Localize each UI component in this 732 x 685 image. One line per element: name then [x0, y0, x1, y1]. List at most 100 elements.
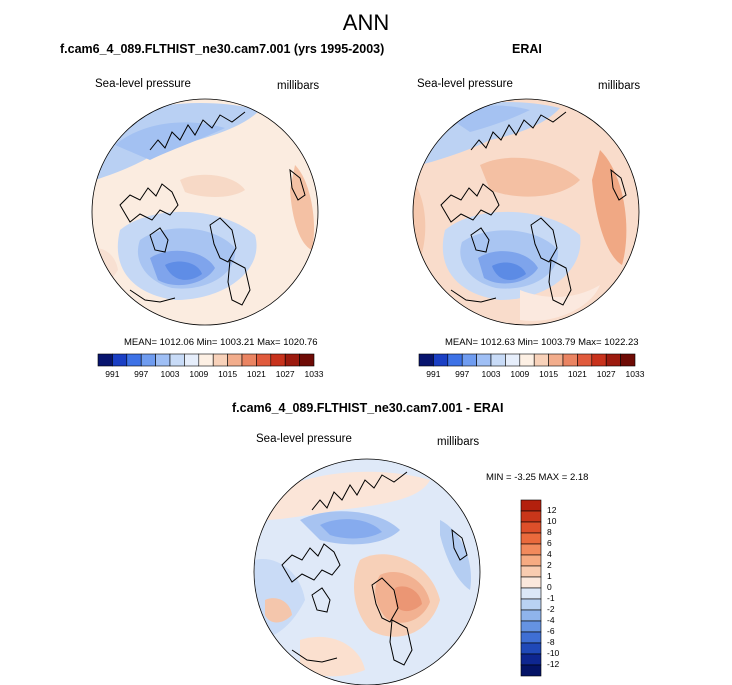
difference-colorbar-tick-label: 10: [547, 516, 557, 526]
right-colorbar-box: [447, 353, 463, 367]
difference-colorbar-tick-label: 12: [547, 505, 557, 515]
left-colorbar-box: [241, 353, 257, 367]
difference-colorbar-tick-label: 0: [547, 582, 552, 592]
right-colorbar-box: [562, 353, 578, 367]
difference-colorbar-box: [520, 543, 542, 556]
right-panel-variable-label: Sea-level pressure: [417, 78, 513, 90]
difference-colorbar-box: [520, 609, 542, 622]
difference-colorbar-box: [520, 499, 542, 512]
right-colorbar-box: [519, 353, 535, 367]
right-colorbar-box: [433, 353, 449, 367]
difference-colorbar-box: [520, 664, 542, 677]
difference-panel-title: f.cam6_4_089.FLTHIST_ne30.cam7.001 - ERA…: [232, 401, 504, 415]
left-colorbar-tick-label: 991: [105, 369, 120, 379]
left-colorbar-box: [169, 353, 185, 367]
difference-panel-units-label: millibars: [437, 436, 480, 448]
difference-colorbar-box: [520, 653, 542, 666]
left-colorbar-tick-label: 1003: [160, 369, 180, 379]
left-colorbar-tick-label: 1027: [275, 369, 295, 379]
left-panel-title: f.cam6_4_089.FLTHIST_ne30.cam7.001 (yrs …: [60, 42, 385, 56]
left-colorbar-box: [270, 353, 286, 367]
difference-colorbar-tick-label: -1: [547, 593, 555, 603]
left-colorbar-tick-label: 1033: [304, 369, 324, 379]
difference-colorbar-tick-label: -8: [547, 637, 555, 647]
right-colorbar-box: [476, 353, 492, 367]
difference-colorbar-tick-label: 2: [547, 560, 552, 570]
difference-colorbar-tick-label: 8: [547, 527, 552, 537]
right-map-border: [412, 98, 640, 326]
right-colorbar-box: [505, 353, 521, 367]
difference-colorbar-box: [520, 587, 542, 600]
difference-colorbar-box: [520, 532, 542, 545]
right-colorbar-box: [591, 353, 607, 367]
difference-colorbar-tick-label: -10: [547, 648, 560, 658]
left-colorbar-tick-label: 1015: [218, 369, 238, 379]
right-colorbar-tick-label: 991: [426, 369, 441, 379]
left-colorbar-box: [256, 353, 272, 367]
right-colorbar-box: [548, 353, 564, 367]
right-map-coastlines: [440, 111, 627, 306]
right-colorbar-box: [461, 353, 477, 367]
left-colorbar-box: [198, 353, 214, 367]
difference-colorbar-box: [520, 631, 542, 644]
difference-map: [254, 459, 480, 685]
left-colorbar-box: [155, 353, 171, 367]
left-colorbar-box: [97, 353, 113, 367]
right-colorbar-box: [418, 353, 434, 367]
page-title: ANN: [342, 10, 390, 35]
left-map-border: [91, 98, 319, 326]
left-colorbar-box: [212, 353, 228, 367]
left-panel-variable-label: Sea-level pressure: [95, 78, 191, 90]
difference-colorbar-box: [520, 642, 542, 655]
difference-colorbar-box: [520, 565, 542, 578]
left-colorbar-box: [112, 353, 128, 367]
right-panel-units-label: millibars: [598, 80, 641, 92]
left-colorbar-tick-label: 1021: [246, 369, 266, 379]
difference-panel-variable-label: Sea-level pressure: [256, 433, 352, 445]
right-colorbar-tick-label: 1021: [567, 369, 587, 379]
difference-colorbar-tick-label: 1: [547, 571, 552, 581]
right-colorbar-tick-label: 1015: [539, 369, 559, 379]
right-colorbar-box: [490, 353, 506, 367]
difference-colorbar-tick-label: -12: [547, 659, 560, 669]
difference-colorbar-tick-label: -6: [547, 626, 555, 636]
right-colorbar-tick-label: 1027: [596, 369, 616, 379]
left-panel-units-label: millibars: [277, 80, 320, 92]
difference-colorbar-box: [520, 521, 542, 534]
difference-colorbar-box: [520, 598, 542, 611]
left-colorbar-box: [299, 353, 315, 367]
left-colorbar-box: [227, 353, 243, 367]
difference-colorbar-box: [520, 620, 542, 633]
right-colorbar-box: [620, 353, 636, 367]
difference-colorbar-tick-label: -2: [547, 604, 555, 614]
left-colorbar-box: [184, 353, 200, 367]
left-panel-stats: MEAN= 1012.06 Min= 1003.21 Max= 1020.76: [124, 337, 318, 348]
right-colorbar-tick-label: 997: [455, 369, 470, 379]
left-map-coastlines: [119, 111, 306, 306]
left-colorbar-tick-label: 1009: [189, 369, 209, 379]
left-colorbar-tick-label: 997: [134, 369, 149, 379]
difference-colorbar-tick-label: -4: [547, 615, 555, 625]
difference-colorbar-box: [520, 510, 542, 523]
right-colorbar-tick-label: 1009: [510, 369, 530, 379]
left-colorbar-box: [126, 353, 142, 367]
right-colorbar-box: [577, 353, 593, 367]
difference-map-border: [253, 458, 481, 685]
right-colorbar-tick-label: 1003: [481, 369, 501, 379]
difference-colorbar-box: [520, 576, 542, 589]
right-panel-title: ERAI: [512, 42, 542, 56]
right-panel-stats: MEAN= 1012.63 Min= 1003.79 Max= 1022.23: [445, 337, 639, 348]
difference-colorbar-box: [520, 554, 542, 567]
left-colorbar-box: [140, 353, 156, 367]
difference-map-coastlines: [281, 471, 468, 666]
difference-colorbar-tick-label: 4: [547, 549, 552, 559]
right-colorbar-box: [533, 353, 549, 367]
difference-colorbar-tick-label: 6: [547, 538, 552, 548]
difference-panel-stats: MIN = -3.25 MAX = 2.18: [486, 472, 589, 483]
left-map: [92, 99, 318, 325]
left-colorbar-box: [284, 353, 300, 367]
right-colorbar-box: [605, 353, 621, 367]
right-colorbar-tick-label: 1033: [625, 369, 645, 379]
